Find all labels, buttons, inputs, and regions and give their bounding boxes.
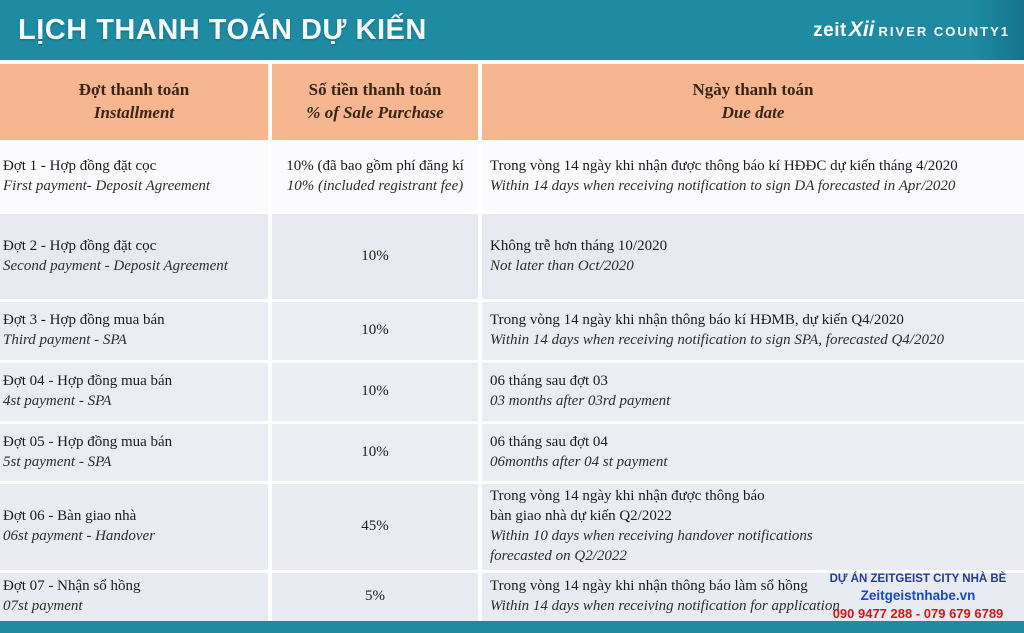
installment-cell: Đợt 07 - Nhận sổ hồng 07st payment (0, 573, 268, 621)
table-header-row: Đợt thanh toán Installment Số tiền thanh… (0, 64, 1024, 140)
title-banner: LỊCH THANH TOÁN DỰ KIẾN zeit Xii RIVER C… (0, 0, 1024, 60)
installment-cell: Đợt 06 - Bàn giao nhà 06st payment - Han… (0, 484, 268, 570)
installment-en: 06st payment - Handover (3, 528, 156, 544)
due-vi: Trong vòng 14 ngày khi nhận thông báo kí… (490, 312, 904, 329)
amount-cell: 10% (đã bao gồm phí đăng kí 10% (include… (272, 143, 478, 211)
header-installment: Đợt thanh toán Installment (0, 64, 268, 140)
installment-en: First payment- Deposit Agreement (3, 178, 211, 194)
installment-vi: Đợt 06 - Bàn giao nhà (3, 508, 137, 525)
installment-cell: Đợt 05 - Hợp đồng mua bán 5st payment - … (0, 424, 268, 481)
installment-en: Third payment - SPA (3, 332, 127, 348)
installment-en: 4st payment - SPA (3, 393, 112, 409)
amount-cell: 10% (272, 424, 478, 481)
logo-brand-text: zeit (813, 20, 847, 41)
amount-cell: 45% (272, 484, 478, 570)
due-vi: Trong vòng 14 ngày khi nhận được thông b… (490, 158, 958, 175)
installment-vi: Đợt 1 - Hợp đồng đặt cọc (3, 158, 157, 175)
amount-cell: 5% (272, 573, 478, 621)
due-date-cell: Trong vòng 14 ngày khi nhận được thông b… (482, 143, 1024, 211)
header-due-date-vi: Ngày thanh toán (692, 80, 814, 100)
header-amount-vi: Số tiền thanh toán (308, 80, 442, 100)
header-installment-en: Installment (93, 103, 175, 122)
amount-cell: 10% (272, 214, 478, 299)
installment-en: Second payment - Deposit Agreement (3, 257, 228, 274)
table-row: Đợt 06 - Bàn giao nhà 06st payment - Han… (0, 484, 1024, 570)
due-en: Within 10 days when receiving handover n… (490, 528, 813, 564)
due-vi: 06 tháng sau đợt 04 (490, 433, 608, 450)
due-vi: 06 tháng sau đợt 03 (490, 373, 608, 390)
installment-cell: Đợt 3 - Hợp đồng mua bán Third payment -… (0, 302, 268, 360)
table-row: Đợt 05 - Hợp đồng mua bán 5st payment - … (0, 424, 1024, 481)
amount-vi: 10% (đã bao gồm phí đăng kí (286, 158, 464, 175)
header-amount: Số tiền thanh toán % of Sale Purchase (272, 64, 478, 140)
table-row: Đợt 2 - Hợp đồng đặt cọc Second payment … (0, 214, 1024, 299)
due-date-cell: Trong vòng 14 ngày khi nhận được thông b… (482, 484, 1024, 570)
installment-cell: Đợt 1 - Hợp đồng đặt cọc First payment- … (0, 143, 268, 211)
due-en: Not later than Oct/2020 (490, 257, 634, 274)
amount-vi: 45% (361, 518, 389, 535)
installment-vi: Đợt 2 - Hợp đồng đặt cọc (3, 237, 157, 254)
amount-en: 10% (included registrant fee) (286, 178, 464, 194)
amount-vi: 10% (361, 247, 389, 264)
installment-vi: Đợt 07 - Nhận sổ hồng (3, 578, 141, 595)
due-date-cell: Trong vòng 14 ngày khi nhận thông báo là… (482, 573, 1024, 621)
due-date-cell: Không trễ hơn tháng 10/2020 Not later th… (482, 214, 1024, 299)
amount-vi: 10% (361, 383, 389, 400)
header-due-date: Ngày thanh toán Due date (482, 64, 1024, 140)
zeit-river-county-logo: zeit Xii RIVER COUNTY1 (813, 18, 1010, 42)
due-en: 03 months after 03rd payment (490, 393, 671, 409)
table-row: Đợt 07 - Nhận sổ hồng 07st payment 5% Tr… (0, 573, 1024, 621)
due-vi: Trong vòng 14 ngày khi nhận thông báo là… (490, 578, 808, 595)
amount-vi: 10% (361, 443, 389, 460)
installment-cell: Đợt 04 - Hợp đồng mua bán 4st payment - … (0, 363, 268, 421)
amount-vi: 10% (361, 322, 389, 339)
header-due-date-en: Due date (721, 103, 785, 122)
due-en: Within 14 days when receiving notificati… (490, 598, 840, 614)
installment-vi: Đợt 3 - Hợp đồng mua bán (3, 312, 165, 329)
installment-en: 07st payment (3, 598, 83, 614)
table-row: Đợt 1 - Hợp đồng đặt cọc First payment- … (0, 143, 1024, 211)
due-en: Within 14 days when receiving notificati… (490, 178, 956, 194)
logo-project-text: RIVER COUNTY1 (878, 24, 1010, 39)
installment-vi: Đợt 04 - Hợp đồng mua bán (3, 373, 173, 390)
table-row: Đợt 3 - Hợp đồng mua bán Third payment -… (0, 302, 1024, 360)
header-installment-vi: Đợt thanh toán (78, 80, 190, 100)
due-date-cell: Trong vòng 14 ngày khi nhận thông báo kí… (482, 302, 1024, 360)
amount-cell: 10% (272, 302, 478, 360)
zeit-x-logo-icon: Xii (848, 18, 875, 41)
due-vi: Trong vòng 14 ngày khi nhận được thông b… (490, 488, 765, 525)
amount-vi: 5% (365, 588, 385, 605)
amount-cell: 10% (272, 363, 478, 421)
bottom-teal-strip (0, 621, 1024, 633)
due-date-cell: 06 tháng sau đợt 03 03 months after 03rd… (482, 363, 1024, 421)
header-amount-en: % of Sale Purchase (306, 103, 444, 122)
due-date-cell: 06 tháng sau đợt 04 06months after 04 st… (482, 424, 1024, 481)
installment-en: 5st payment - SPA (3, 453, 112, 470)
page-title: LỊCH THANH TOÁN DỰ KIẾN (18, 13, 427, 46)
installment-vi: Đợt 05 - Hợp đồng mua bán (3, 433, 173, 450)
due-en: Within 14 days when receiving notificati… (490, 332, 944, 348)
due-vi: Không trễ hơn tháng 10/2020 (490, 237, 668, 254)
due-en: 06months after 04 st payment (490, 453, 668, 470)
table-row: Đợt 04 - Hợp đồng mua bán 4st payment - … (0, 363, 1024, 421)
installment-cell: Đợt 2 - Hợp đồng đặt cọc Second payment … (0, 214, 268, 299)
